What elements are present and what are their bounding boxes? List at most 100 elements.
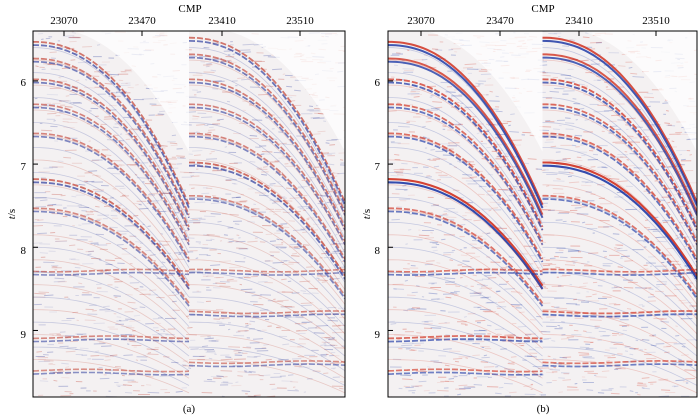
noise-streak bbox=[104, 205, 111, 207]
noise-streak bbox=[660, 318, 667, 320]
reflection-event-g1-1-positive bbox=[388, 57, 544, 216]
noise-streak bbox=[508, 391, 517, 394]
moveout-texture bbox=[189, 147, 345, 268]
noise-streak bbox=[647, 296, 655, 298]
reflection-event-g1-6-negative bbox=[388, 210, 544, 307]
noise-streak bbox=[177, 157, 186, 159]
noise-streak bbox=[623, 286, 634, 289]
noise-streak bbox=[569, 172, 574, 174]
noise-streak bbox=[475, 319, 486, 322]
noise-streak bbox=[329, 144, 336, 146]
x-tick-label-a-1: 23470 bbox=[128, 15, 156, 27]
y-tick-label-b-0: 6 bbox=[375, 77, 381, 89]
reflection-event-g2-18-negative bbox=[188, 313, 345, 318]
noise-streak bbox=[194, 154, 201, 156]
reflection-event-g2-17-positive bbox=[188, 268, 345, 273]
noise-streak bbox=[430, 327, 442, 329]
noise-streak bbox=[210, 150, 215, 153]
noise-streak bbox=[251, 316, 262, 319]
noise-streak bbox=[472, 274, 477, 277]
noise-streak bbox=[196, 301, 205, 304]
moveout-texture bbox=[388, 359, 543, 394]
moveout-texture bbox=[388, 209, 543, 305]
noise-streak bbox=[449, 259, 454, 261]
noise-streak bbox=[202, 345, 209, 348]
moveout-texture bbox=[388, 284, 543, 349]
noise-streak bbox=[105, 263, 113, 266]
noise-streak bbox=[427, 366, 431, 368]
noise-streak bbox=[411, 385, 419, 388]
noise-streak bbox=[473, 219, 481, 222]
moveout-texture bbox=[388, 59, 543, 217]
reflection-event-g1-5-positive bbox=[33, 178, 190, 287]
noise-streak bbox=[145, 195, 155, 197]
noise-streak bbox=[37, 219, 44, 221]
noise-streak bbox=[278, 358, 289, 361]
noise-streak bbox=[286, 94, 297, 97]
noise-streak bbox=[39, 380, 49, 382]
noise-streak bbox=[394, 170, 404, 173]
noise-streak bbox=[391, 218, 400, 221]
noise-streak bbox=[445, 334, 451, 336]
noise-streak bbox=[196, 91, 202, 93]
noise-streak bbox=[398, 125, 410, 128]
noise-streak bbox=[489, 90, 493, 93]
noise-streak bbox=[269, 210, 281, 213]
noise-streak bbox=[416, 285, 420, 287]
noise-streak bbox=[300, 290, 307, 292]
noise-streak bbox=[615, 244, 624, 247]
noise-streak bbox=[301, 179, 313, 181]
noise-streak bbox=[549, 369, 561, 371]
moveout-texture bbox=[33, 271, 190, 342]
noise-streak bbox=[683, 273, 687, 275]
noise-streak bbox=[464, 285, 468, 287]
noise-streak bbox=[48, 362, 53, 365]
noise-streak bbox=[265, 85, 274, 88]
moveout-texture bbox=[189, 309, 345, 364]
noise-streak bbox=[691, 216, 697, 218]
noise-streak bbox=[462, 174, 473, 176]
moveout-texture bbox=[388, 346, 543, 386]
noise-streak bbox=[626, 159, 629, 161]
reflection-event-g2-13-negative bbox=[189, 106, 345, 246]
noise-streak bbox=[390, 174, 399, 177]
reflection-event-g1-2-positive bbox=[33, 78, 190, 228]
noise-streak bbox=[603, 110, 610, 113]
noise-streak bbox=[508, 256, 514, 258]
noise-streak bbox=[220, 358, 233, 361]
moveout-texture bbox=[542, 72, 697, 224]
noise-streak bbox=[633, 347, 639, 350]
noise-streak bbox=[129, 164, 136, 167]
noise-streak bbox=[582, 36, 590, 39]
noise-streak bbox=[192, 115, 200, 118]
noise-streak bbox=[421, 58, 428, 61]
noise-streak bbox=[617, 243, 624, 246]
noise-streak bbox=[278, 131, 286, 134]
noise-streak bbox=[397, 174, 404, 176]
moveout-texture bbox=[33, 359, 190, 394]
noise-streak bbox=[237, 77, 246, 79]
noise-streak bbox=[265, 358, 272, 361]
reflection-event-g2-19-positive bbox=[188, 360, 345, 365]
noise-streak bbox=[491, 207, 499, 209]
noise-streak bbox=[537, 367, 549, 369]
noise-streak bbox=[44, 294, 54, 297]
reflection-event-g2-17-positive bbox=[542, 268, 697, 273]
noise-streak bbox=[441, 238, 446, 241]
reflection-event-g1-2-negative bbox=[33, 81, 190, 231]
noise-streak bbox=[291, 255, 300, 257]
noise-streak bbox=[479, 185, 483, 188]
moveout-texture bbox=[188, 97, 345, 239]
noise-streak bbox=[237, 371, 247, 373]
noise-streak bbox=[34, 292, 46, 295]
x-tick-label-b-1: 23470 bbox=[486, 15, 514, 27]
noise-streak bbox=[133, 202, 142, 205]
noise-streak bbox=[204, 124, 209, 127]
noise-streak bbox=[78, 206, 90, 209]
reflection-event-g1-9-positive bbox=[388, 368, 543, 373]
noise-streak bbox=[189, 174, 195, 177]
noise-streak bbox=[35, 65, 39, 68]
noise-streak bbox=[129, 276, 133, 278]
noise-streak bbox=[78, 183, 86, 186]
noise-streak bbox=[679, 153, 683, 156]
